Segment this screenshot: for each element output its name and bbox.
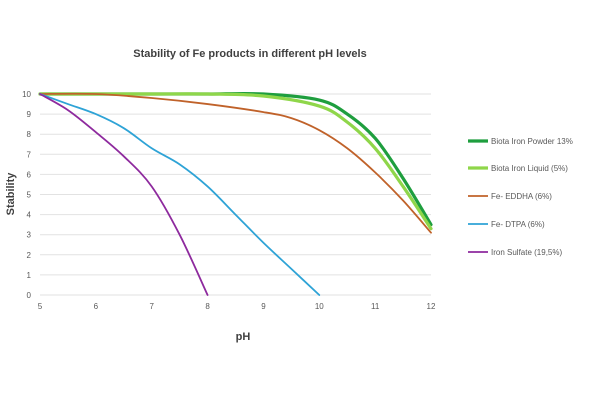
y-axis-label: Stability (5, 172, 17, 216)
x-axis-label: pH (236, 331, 251, 343)
x-tick-label: 9 (261, 302, 266, 311)
series-line (38, 91, 433, 227)
y-tick-label: 9 (27, 110, 32, 119)
x-tick-label: 5 (38, 302, 43, 311)
series-line (39, 92, 432, 234)
chart-title: Stability of Fe products in different pH… (133, 48, 366, 60)
legend-label: Biota Iron Powder 13% (491, 137, 573, 146)
y-tick-label: 7 (27, 150, 32, 159)
series-lines (38, 91, 433, 296)
y-tick-label: 0 (27, 291, 32, 300)
legend-label: Fe- DTPA (6%) (491, 220, 545, 229)
x-tick-label: 11 (371, 302, 380, 311)
series-line (38, 92, 433, 231)
y-tick-label: 4 (27, 211, 32, 220)
legend: Biota Iron Powder 13% Biota Iron Liquid (… (468, 137, 573, 257)
gridlines (40, 93, 431, 296)
x-tick-label: 8 (205, 302, 210, 311)
y-tick-label: 2 (27, 251, 32, 260)
x-tick-label: 6 (94, 302, 99, 311)
x-tick-label: 10 (315, 302, 324, 311)
y-tick-label: 10 (22, 90, 31, 99)
series-line (39, 93, 209, 296)
legend-label: Iron Sulfate (19,5%) (491, 248, 562, 257)
legend-label: Fe- EDDHA (6%) (491, 192, 552, 201)
y-tick-label: 1 (27, 271, 32, 280)
x-tick-label: 7 (149, 302, 154, 311)
y-tick-label: 8 (27, 130, 32, 139)
x-tick-label: 12 (427, 302, 436, 311)
series-line (39, 93, 321, 296)
legend-label: Biota Iron Liquid (5%) (491, 164, 568, 173)
y-tick-label: 3 (27, 231, 32, 240)
y-tick-label: 5 (27, 191, 32, 200)
y-tick-label: 6 (27, 170, 32, 179)
